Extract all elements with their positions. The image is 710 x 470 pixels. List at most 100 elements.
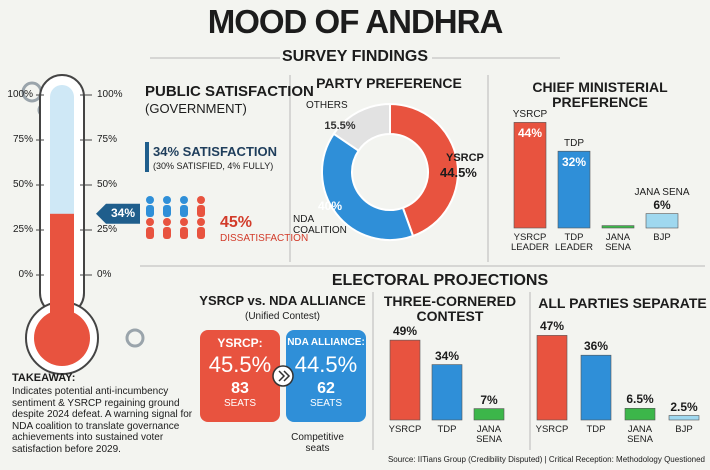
person-icon: [146, 227, 154, 239]
chart-title: PARTY PREFERENCE: [316, 75, 462, 91]
person-icon: [146, 196, 154, 204]
section-title: ELECTORAL PROJECTIONS: [331, 272, 549, 289]
value-label: 40%: [317, 199, 343, 213]
person-icon: [180, 196, 188, 204]
person-icon: [180, 218, 188, 226]
annotation: 45%: [220, 214, 253, 231]
bar-label: JANA SENA: [634, 186, 690, 198]
value-label: 44%: [517, 126, 543, 141]
annotation: Competitive seats: [291, 432, 344, 454]
x-tick-label: TDP: [437, 424, 457, 435]
y-tick-label: 25%: [12, 224, 33, 235]
chart-title: YSRCP vs. NDA ALLIANCE: [199, 293, 366, 308]
category-label: YSRCP:: [217, 336, 263, 350]
bar: [580, 354, 612, 421]
bar: [624, 407, 656, 421]
value-label: 6%: [653, 197, 671, 212]
person-icon: [163, 218, 171, 226]
source: Source: IITians Group (Credibility Dispu…: [387, 455, 705, 464]
bar: [601, 225, 635, 229]
result-box: [286, 330, 366, 422]
bar-label: TDP: [564, 138, 584, 150]
person-icon: [163, 196, 171, 204]
value-label: 49%: [392, 324, 418, 339]
x-tick-label: JANA SENA: [476, 424, 502, 446]
y-tick-label: 100%: [7, 89, 33, 100]
takeaway-label: TAKEAWAY:: [12, 372, 76, 384]
chart-subtitle: (GOVERNMENT): [145, 101, 247, 116]
x-tick-label: YSRCP LEADER: [510, 232, 549, 254]
value-label: 2.5%: [670, 399, 698, 414]
value-label: 6.5%: [626, 392, 654, 407]
x-tick-label: JANA SENA: [605, 232, 631, 254]
y-tick-label: 50%: [97, 179, 118, 190]
value-label: 34%: [110, 205, 136, 220]
person-icon: [180, 205, 188, 217]
person-icon: [197, 218, 205, 226]
seats-label: SEATS: [223, 398, 257, 409]
takeaway-text: Indicates potential anti-incumbency sent…: [12, 386, 193, 455]
bar: [668, 415, 700, 421]
donut-slice: [389, 102, 459, 238]
donut-slice: [332, 102, 391, 153]
y-tick-label: 100%: [97, 89, 123, 100]
x-tick-label: TDP LEADER: [554, 232, 593, 254]
chart-title: THREE-CORNERED CONTEST: [383, 293, 517, 325]
value-label: 47%: [539, 319, 565, 334]
y-tick-label: 50%: [12, 179, 33, 190]
thermo-fill: [50, 213, 74, 320]
x-tick-label: BJP: [675, 424, 693, 435]
y-tick-label: 75%: [97, 134, 118, 145]
seats-value: 62: [317, 380, 335, 397]
seats-label: SEATS: [309, 398, 343, 409]
person-icon: [180, 227, 188, 239]
y-tick-label: 75%: [12, 134, 33, 145]
person-icon: [197, 205, 205, 217]
x-tick-label: TDP: [586, 424, 606, 435]
y-tick-label: 0%: [18, 269, 33, 280]
category-label: OTHERS: [306, 100, 348, 111]
bar: [513, 122, 547, 229]
y-tick-label: 0%: [97, 269, 112, 280]
bar: [431, 364, 463, 421]
donut-slice: [321, 132, 415, 241]
x-tick-label: BJP: [653, 232, 671, 243]
person-icon: [197, 227, 205, 239]
chart-title: PUBLIC SATISFACTION: [145, 83, 314, 100]
person-icon: [146, 205, 154, 217]
chart-title: ALL PARTIES SEPARATE: [538, 295, 707, 311]
bar: [536, 335, 568, 421]
value-label: 34%: [434, 348, 460, 363]
person-icon: [146, 218, 154, 226]
annotation: DISSATISFACTION: [220, 233, 309, 244]
person-icon: [163, 205, 171, 217]
value-label: 32%: [561, 155, 587, 170]
accent: [145, 142, 149, 172]
result-box: [200, 330, 280, 422]
value-label: 44.5%: [440, 165, 477, 180]
bar-label: YSRCP: [512, 109, 548, 121]
category-label: NDA ALLIANCE:: [287, 337, 365, 348]
value-label: 45.5%: [208, 352, 272, 377]
chart-title: CHIEF MINISTERIAL PREFERENCE: [532, 79, 668, 111]
dividers: [140, 57, 705, 450]
category-label: YSRCP: [446, 152, 484, 164]
x-tick-label: JANA SENA: [627, 424, 653, 446]
bar: [389, 339, 421, 421]
value-pointer: [96, 203, 140, 224]
chart-subtitle: (Unified Contest): [244, 311, 321, 322]
bar: [557, 150, 591, 229]
connector-arrow: [278, 370, 291, 382]
value-label: 36%: [583, 339, 609, 354]
category-label: NDA COALITION: [293, 214, 347, 236]
subtitle: SURVEY FINDINGS: [281, 48, 429, 65]
annotation: 34% SATISFACTION: [153, 144, 278, 159]
seats-value: 83: [231, 380, 249, 397]
person-icon: [197, 196, 205, 204]
bar: [473, 408, 505, 421]
person-icon: [163, 227, 171, 239]
annotation: (30% SATISFIED, 4% FULLY): [153, 161, 274, 171]
value-label: 44.5%: [294, 352, 358, 377]
